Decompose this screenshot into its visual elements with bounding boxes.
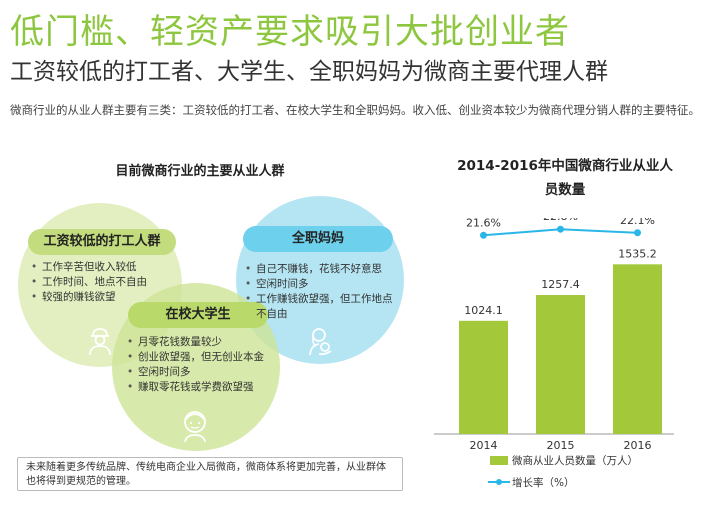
list-item: 赚取零花钱或学费欲望强 [126, 380, 286, 395]
list-item: 创业欲望强，但无创业本金 [126, 350, 286, 365]
growth-point-2015 [557, 225, 564, 233]
page-subtitle: 工资较低的打工者、大学生、全职妈妈为微商主要代理人群 [10, 59, 608, 85]
venn-title: 目前微商行业的主要从业人群 [115, 164, 285, 179]
growth-point-2014 [480, 231, 487, 239]
chart-title: 2014-2016年中国微商行业从业人员数量 [457, 158, 673, 198]
legend-line-label: 增长率（%） [512, 476, 574, 489]
legend-bar-swatch [490, 456, 508, 465]
bar-2015 [536, 295, 585, 434]
student-traits-list: 月零花钱数量较少 创业欲望强，但无创业本金 空闲时间多 赚取零花钱或学费欲望强 [126, 335, 286, 395]
bar-value-label-2016: 1535.2 [618, 247, 657, 260]
list-item: 月零花钱数量较少 [126, 335, 286, 350]
growth-value-label-2014: 21.6% [466, 218, 501, 229]
list-item: 工作辛苦但收入较低 [30, 260, 180, 275]
bar-2014 [459, 320, 508, 434]
student-icon [184, 411, 206, 442]
list-item: 较强的赚钱欲望 [30, 290, 180, 305]
list-item: 空闲时间多 [126, 365, 286, 380]
employee-count-chart: 1024.1 2014 1257.4 2015 1535.2 2016 21.6% 22.8%… [434, 218, 674, 489]
description-text: 微商行业的从业人群主要有三类：工资较低的打工者、在校大学生和全职妈妈。收入低、创… [10, 103, 700, 117]
bar-value-label-2015: 1257.4 [541, 278, 580, 291]
bar-2016 [613, 264, 662, 434]
x-tick-label-2014: 2014 [470, 439, 498, 452]
growth-value-label-2016: 22.1% [620, 218, 655, 227]
worker-icon [89, 328, 111, 356]
legend-line-marker [496, 479, 502, 485]
list-item: 空闲时间多 [244, 277, 394, 292]
legend-bar-label: 微商从业人员数量（万人） [512, 454, 638, 467]
growth-value-label-2015: 22.8% [543, 218, 578, 223]
worker-group-label: 工资较低的打工人群 [28, 229, 176, 255]
list-item: 工作时间、地点不自由 [30, 275, 180, 290]
mother-traits-list: 自己不赚钱，花钱不好意思 空闲时间多 工作赚钱欲望强，但工作地点不自由 [244, 262, 394, 322]
bar-value-label-2014: 1024.1 [464, 304, 503, 317]
list-item: 自己不赚钱，花钱不好意思 [244, 262, 394, 277]
growth-point-2016 [634, 229, 641, 237]
mother-group-label: 全职妈妈 [243, 226, 393, 252]
page-title: 低门槛、轻资产要求吸引大批创业者 [10, 12, 570, 52]
x-tick-label-2016: 2016 [624, 439, 652, 452]
mother-baby-icon [309, 328, 332, 356]
x-tick-label-2015: 2015 [547, 439, 575, 452]
outlook-note: 未来随着更多传统品牌、传统电商企业入局微商，微商体系将更加完善，从业群体也将得到… [17, 457, 403, 491]
list-item: 工作赚钱欲望强，但工作地点不自由 [244, 292, 394, 322]
worker-traits-list: 工作辛苦但收入较低 工作时间、地点不自由 较强的赚钱欲望 [30, 260, 180, 305]
